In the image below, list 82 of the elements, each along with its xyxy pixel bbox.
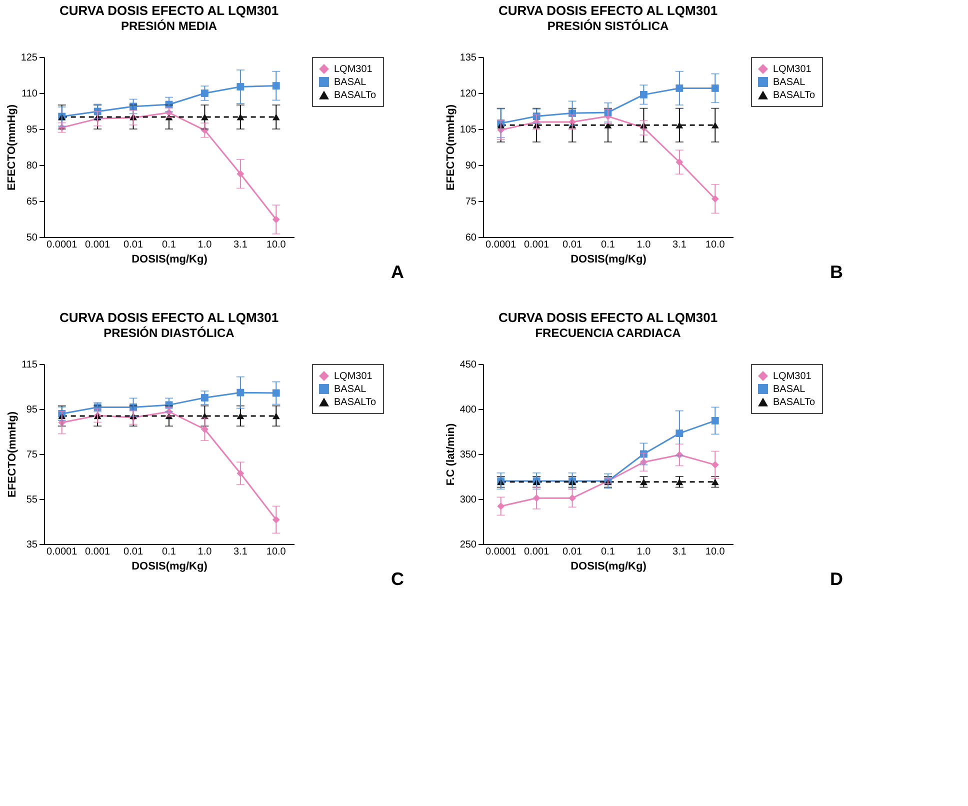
y-tick-label: 75 [465,196,477,208]
text: D [830,569,843,589]
x-tick-label: 0.01 [124,546,144,558]
y-tick-label: 350 [460,450,477,460]
x-axis-title: DOSIS(mg/Kg) [132,254,208,266]
chart-title: CURVA DOSIS EFECTO AL LQM301 [498,310,718,325]
y-tick-label: 65 [26,196,38,208]
x-tick-label: 3.1 [233,240,248,250]
x-axis-title: DOSIS(mg/Kg) [132,560,208,572]
text: C [391,569,404,589]
x-tick-label: 3.1 [672,546,687,558]
y-tick-label: 60 [465,232,477,244]
chart-title: CURVA DOSIS EFECTO AL LQM301 [59,3,279,18]
y-tick-label: 400 [460,404,477,416]
x-tick-label: 0.0001 [486,546,517,558]
x-tick-label: 0.0001 [486,240,517,250]
y-tick-label: 95 [26,404,38,416]
y-tick-label: 50 [26,232,38,244]
y-axis-title: EFECTO(mmHg) [444,104,457,190]
y-tick-label: 135 [460,52,477,64]
x-tick-label: 3.1 [672,240,687,250]
y-tick-label: 300 [460,494,477,506]
legend-label: LQM301 [773,64,812,75]
chart-subtitle: FRECUENCIA CARDIACA [535,326,682,340]
y-tick-label: 250 [460,540,477,550]
legend-label: LQM301 [334,371,373,382]
chart-subtitle: PRESIÓN SISTÓLICA [547,19,669,33]
legend-label: BASAL [773,77,806,88]
legend-label: BASAL [334,384,367,395]
y-tick-label: 95 [26,124,38,136]
y-tick-label: 90 [465,160,477,172]
x-tick-label: 0.0001 [46,240,78,250]
x-tick-label: 10.0 [705,546,726,558]
legend-label: BASAL [334,77,367,88]
y-tick-label: 115 [22,360,38,370]
x-tick-label: 10.0 [705,240,726,250]
x-tick-label: 0.001 [524,240,550,250]
x-tick-label: 1.0 [636,546,652,558]
x-tick-label: 0.001 [524,546,550,558]
legend-label: BASALTo [773,397,816,408]
legend-label: BASALTo [334,397,376,408]
legend-label: BASALTo [773,90,816,101]
y-tick-label: 55 [26,494,38,506]
x-tick-label: 1.0 [198,240,212,250]
x-axis-title: DOSIS(mg/Kg) [570,254,647,266]
y-axis-title: EFECTO(mmHg) [6,104,18,190]
chart-subtitle: PRESIÓN MEDIA [120,19,218,33]
x-axis-title: DOSIS(mg/Kg) [570,560,647,572]
x-tick-label: 0.01 [124,240,144,250]
y-tick-label: 80 [26,160,38,172]
legend-label: LQM301 [773,371,812,382]
y-tick-label: 120 [460,88,477,100]
y-axis-title: EFECTO(mmHg) [6,411,19,498]
legend-label: LQM301 [334,64,373,75]
y-axis-title: F.C (lat/min) [444,423,457,486]
x-tick-label: 0.01 [562,546,582,558]
y-tick-label: 105 [460,124,477,136]
y-tick-label: 110 [22,88,38,100]
text: A [391,262,404,282]
x-tick-label: 0.01 [562,240,582,250]
text: B [830,262,843,282]
legend-label: BASALTo [334,90,376,101]
x-tick-label: 1.0 [198,546,212,558]
y-tick-label: 35 [26,540,38,550]
y-tick-label: 450 [460,360,477,370]
legend-label: BASAL [773,384,806,395]
x-tick-label: 0.1 [601,240,616,250]
x-tick-label: 0.001 [85,240,111,250]
x-tick-label: 3.1 [233,546,248,558]
x-tick-label: 0.001 [85,546,111,558]
chart-title: CURVA DOSIS EFECTO AL LQM301 [498,3,718,18]
x-tick-label: 0.1 [601,546,616,558]
x-tick-label: 1.0 [636,240,652,250]
x-tick-label: 0.1 [162,240,176,250]
y-tick-label: 75 [26,450,38,460]
x-tick-label: 0.0001 [46,546,78,558]
chart-title: CURVA DOSIS EFECTO AL LQM301 [59,310,279,325]
chart-subtitle: PRESIÓN DIASTÓLICA [104,326,235,340]
x-tick-label: 10.0 [266,240,286,250]
x-tick-label: 0.1 [162,546,176,558]
x-tick-label: 10.0 [266,546,286,558]
y-tick-label: 125 [20,52,38,64]
